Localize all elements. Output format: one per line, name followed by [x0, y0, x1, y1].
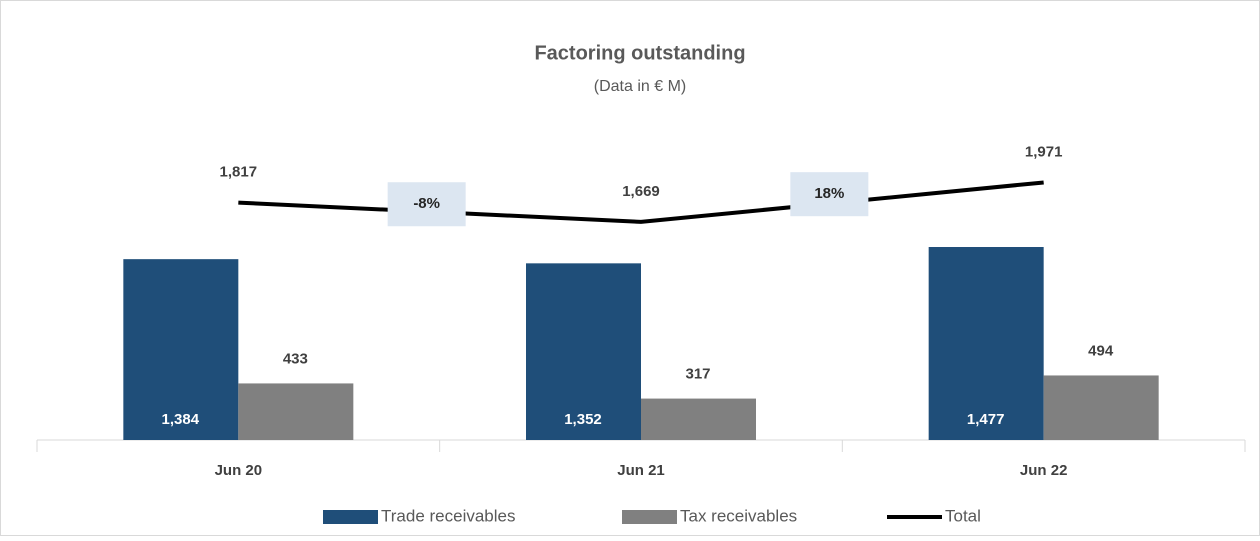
annotation: 18%	[814, 185, 844, 202]
legend-label: Tax receivables	[680, 506, 797, 525]
annotation-box	[387, 182, 466, 227]
data-label: 1,817	[220, 164, 258, 181]
line	[238, 180, 1044, 224]
annotation-box	[790, 172, 869, 217]
data-label: 494	[1088, 342, 1114, 359]
data-label: 1,352	[564, 411, 602, 428]
bar	[123, 259, 239, 440]
data-label: 1,971	[1025, 143, 1063, 160]
legend-swatch	[323, 510, 378, 524]
legend-label: Trade receivables	[381, 506, 516, 525]
legend-swatch	[622, 510, 677, 524]
chart-title: Factoring outstanding	[534, 42, 745, 64]
x-tick-label: Jun 20	[215, 462, 263, 479]
data-label: 1,669	[622, 183, 660, 200]
bar	[238, 383, 354, 440]
bar	[641, 398, 756, 440]
bar	[526, 263, 641, 440]
data-label: 1,477	[967, 411, 1005, 428]
bar	[928, 247, 1044, 440]
data-label: 1,384	[162, 411, 200, 428]
bar	[1043, 375, 1159, 440]
chart-subtitle: (Data in € M)	[594, 78, 686, 95]
x-tick-label: Jun 22	[1020, 462, 1068, 479]
data-label: 317	[685, 366, 710, 383]
legend-label: Total	[945, 506, 981, 525]
x-tick-label: Jun 21	[617, 462, 665, 479]
annotation: -8%	[413, 195, 440, 212]
data-label: 433	[283, 350, 308, 367]
